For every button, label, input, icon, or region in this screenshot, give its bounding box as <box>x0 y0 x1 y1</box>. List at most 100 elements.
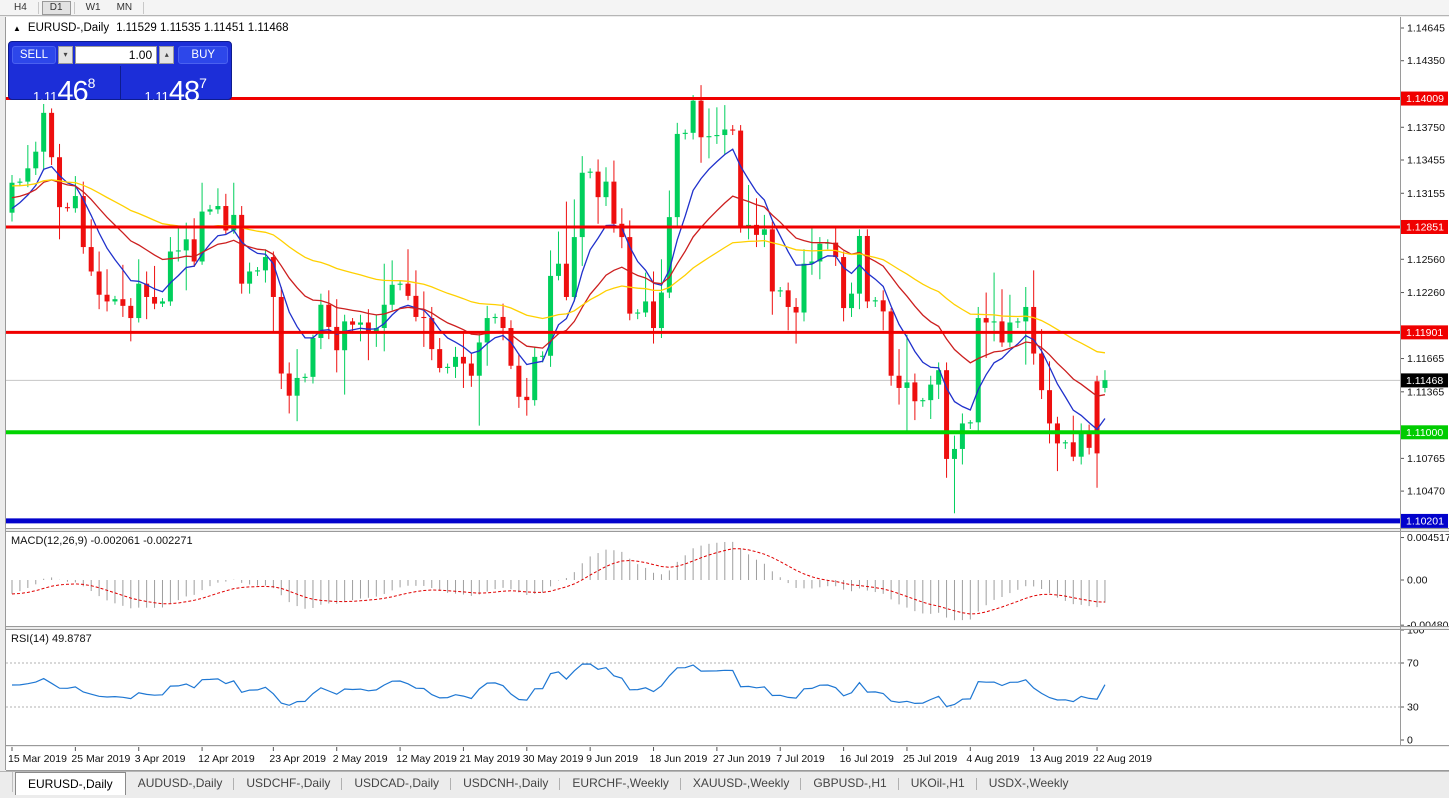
price-badge <box>1401 513 1448 528</box>
tab-eurusd-daily[interactable]: EURUSD-,Daily <box>15 772 126 795</box>
candle <box>389 284 395 305</box>
price-badge <box>1401 425 1448 440</box>
candle <box>912 382 918 402</box>
date-label: 21 May 2019 <box>459 753 520 765</box>
panel-splitter[interactable] <box>6 626 1449 630</box>
candle <box>1015 321 1021 323</box>
tab-usdx-weekly[interactable]: USDX-,Weekly <box>988 776 1069 790</box>
collapse-icon[interactable]: ▲ <box>13 23 21 33</box>
candle <box>587 171 593 173</box>
candle <box>532 356 538 401</box>
candle <box>1070 442 1076 457</box>
rsi-panel-bg <box>6 630 1449 745</box>
candle <box>508 328 514 366</box>
candle <box>896 375 902 388</box>
tab-gbpusd-h1[interactable]: GBPUSD-,H1 <box>801 773 900 794</box>
timeframe-w1-button[interactable]: W1 <box>78 1 109 15</box>
rsi-axis-label: 30 <box>1407 702 1419 714</box>
candle <box>1023 306 1029 322</box>
price-axis-label: 1.10470 <box>1407 486 1445 498</box>
candle <box>128 305 134 319</box>
macd-panel: MACD(12,26,9) -0.002061 -0.002271 <box>11 535 1106 621</box>
tab-eurchf-weekly[interactable]: EURCHF-,Weekly <box>560 773 682 794</box>
candle <box>872 300 878 302</box>
candle <box>231 214 237 231</box>
candle <box>286 373 292 396</box>
candle <box>706 136 712 138</box>
candle <box>1102 380 1108 388</box>
date-label: 25 Jul 2019 <box>903 753 957 765</box>
candle <box>262 257 268 271</box>
candle <box>183 239 189 251</box>
timeframe-mn-button[interactable]: MN <box>109 1 141 15</box>
candle <box>326 304 332 327</box>
price-axis-label: 1.13155 <box>1407 188 1445 200</box>
candle <box>365 322 371 333</box>
candle <box>255 270 261 272</box>
date-label: 2 May 2019 <box>333 753 388 765</box>
volume-decrease-icon[interactable]: ▾ <box>57 45 74 64</box>
date-label: 18 Jun 2019 <box>650 753 708 765</box>
chart-canvas[interactable]: MACD(12,26,9) -0.002061 -0.002271 RSI(14)… <box>0 16 1449 771</box>
date-label: 3 Apr 2019 <box>135 753 186 765</box>
candle <box>841 257 847 309</box>
candle <box>492 316 498 319</box>
date-label: 7 Jul 2019 <box>776 753 825 765</box>
price-chart <box>6 85 1400 524</box>
price-badge-label: 1.11901 <box>1406 327 1443 339</box>
price-axis-label: 1.13455 <box>1407 154 1445 166</box>
candle <box>33 151 39 169</box>
ma-fast-line[interactable] <box>11 148 1106 431</box>
chart-header: ▲ EURUSD-,Daily 1.11529 1.11535 1.11451 … <box>13 22 289 34</box>
sell-price-sup: 8 <box>87 75 96 91</box>
rsi-axis-label: 70 <box>1407 658 1419 670</box>
candle <box>643 301 649 313</box>
date-label: 22 Aug 2019 <box>1093 753 1152 765</box>
candle <box>864 235 870 302</box>
candle <box>278 296 284 374</box>
candle <box>460 356 466 364</box>
candle <box>1086 433 1092 448</box>
candle <box>381 304 387 329</box>
tab-bar-grip[interactable] <box>2 772 13 792</box>
price-badge-label: 1.10201 <box>1406 515 1444 527</box>
candle <box>540 355 546 357</box>
candle <box>1039 353 1045 391</box>
tab-xauusd-weekly[interactable]: XAUUSD-,Weekly <box>681 773 802 794</box>
sell-price-display[interactable]: 1.11468 <box>9 66 120 108</box>
candle <box>310 338 316 377</box>
candle <box>191 239 197 262</box>
price-axis: 1.14645 1.14350 1.13750 1.13455 1.13155 1.125… <box>1400 23 1449 747</box>
date-label: 12 May 2019 <box>396 753 457 765</box>
toolbar-divider <box>143 1 145 14</box>
tab-usdcad-daily[interactable]: USDCAD-,Daily <box>342 773 451 794</box>
tab-audusd-daily[interactable]: AUDUSD-,Daily <box>126 773 235 794</box>
rsi-panel: RSI(14) 49.8787 <box>6 633 1400 708</box>
buy-button[interactable]: BUY <box>178 45 229 64</box>
candle <box>1078 433 1084 457</box>
panel-splitter[interactable] <box>6 528 1449 532</box>
candle <box>144 283 150 297</box>
date-label: 15 Mar 2019 <box>8 753 67 765</box>
tab-usdchf-daily[interactable]: USDCHF-,Daily <box>234 773 343 794</box>
candle <box>635 312 641 314</box>
candle <box>159 301 165 304</box>
candle <box>476 342 482 376</box>
buy-price-display[interactable]: 1.11487 <box>119 66 232 108</box>
candle <box>904 382 910 388</box>
macd-panel-bg <box>6 532 1449 626</box>
price-badge <box>1401 325 1448 340</box>
tab-usdcnh-daily[interactable]: USDCNH-,Daily <box>451 773 561 794</box>
tab-ukoil-h1[interactable]: UKOil-,H1 <box>899 773 977 794</box>
timeframe-h4-button[interactable]: H4 <box>6 1 35 15</box>
rsi-label: RSI(14) 49.8787 <box>11 633 92 645</box>
chart-tabs-bar: EURUSD-,Daily AUDUSD-,Daily USDCHF-,Dail… <box>0 771 1449 798</box>
volume-increase-icon[interactable]: ▴ <box>159 45 175 64</box>
candle <box>666 217 672 293</box>
price-axis-label: 1.12560 <box>1407 254 1445 266</box>
volume-input[interactable] <box>75 45 158 64</box>
sell-button[interactable]: SELL <box>12 45 56 64</box>
timeframe-d1-button[interactable]: D1 <box>41 0 71 15</box>
price-chart-bg <box>6 17 1449 528</box>
candle <box>421 316 427 319</box>
